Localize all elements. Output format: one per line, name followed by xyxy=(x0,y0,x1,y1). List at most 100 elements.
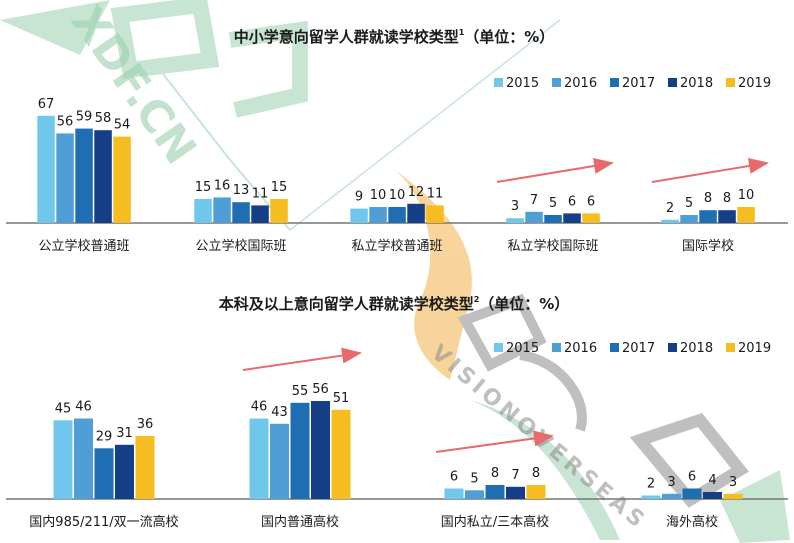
legend-primary-secondary: 2015 2016 2017 2018 2019 xyxy=(494,76,771,91)
bar-2015-cat-2 xyxy=(444,488,464,499)
bar-2015-cat-2 xyxy=(350,208,368,223)
xdf-logo-watermark xyxy=(0,0,561,231)
legend-swatch-2016 xyxy=(552,78,561,87)
category-label-0: 公立学校普通班 xyxy=(38,238,129,254)
data-label-2015-cat-4: 2 xyxy=(666,201,674,216)
chart-title-primary: 中小学意向留学人群就读学校类型1（单位：%） xyxy=(234,28,555,46)
data-label-2017-cat-4: 8 xyxy=(704,191,712,206)
legend-swatch-2017 xyxy=(610,343,619,352)
bar-2016-cat-0 xyxy=(56,133,74,223)
bar-2017-cat-3 xyxy=(682,488,702,499)
bar-2016-cat-0 xyxy=(74,418,93,499)
data-label-2017-cat-2: 10 xyxy=(389,188,406,203)
data-label-2017-cat-2: 8 xyxy=(491,466,499,481)
data-label-2015-cat-1: 15 xyxy=(195,180,212,195)
bar-2019-cat-1 xyxy=(270,199,288,223)
data-label-2016-cat-0: 56 xyxy=(57,114,74,129)
data-label-2015-cat-0: 67 xyxy=(38,97,55,112)
category-label-0: 国内985/211/双一流高校 xyxy=(29,514,178,530)
bar-2019-cat-4 xyxy=(737,207,755,223)
data-label-2018-cat-2: 7 xyxy=(511,468,519,483)
bar-2018-cat-0 xyxy=(115,444,134,500)
data-label-2016-cat-2: 5 xyxy=(470,471,478,486)
bar-2019-cat-1 xyxy=(331,409,351,500)
data-label-2018-cat-0: 31 xyxy=(116,426,133,441)
bar-2019-cat-2 xyxy=(426,205,444,223)
bar-2019-cat-0 xyxy=(135,436,155,499)
legend-swatch-2017 xyxy=(610,78,619,87)
trend-arrow-international-school xyxy=(651,158,769,183)
category-label-3: 海外高校 xyxy=(666,514,718,530)
bar-2015-cat-0 xyxy=(37,115,55,223)
bar-2016-cat-3 xyxy=(662,493,681,500)
bar-2019-cat-0 xyxy=(113,136,131,223)
data-label-2016-cat-1: 43 xyxy=(271,405,288,420)
legend-label-2018: 2018 xyxy=(680,341,713,356)
bar-2017-cat-0 xyxy=(75,128,93,223)
data-label-2019-cat-3: 3 xyxy=(729,475,737,490)
data-label-2018-cat-3: 4 xyxy=(708,473,716,488)
data-label-2015-cat-3: 3 xyxy=(511,199,519,214)
bar-2015-cat-0 xyxy=(53,420,73,500)
chart-university: 本科及以上意向留学人群就读学校类型2（单位：%） 2015 2016 2017 201… xyxy=(6,295,788,530)
bar-2019-cat-3 xyxy=(582,213,600,223)
data-label-2018-cat-3: 6 xyxy=(568,194,576,209)
trend-arrow-private-university xyxy=(435,430,554,453)
data-label-2015-cat-0: 45 xyxy=(55,401,72,416)
bar-2017-cat-1 xyxy=(232,202,250,223)
bar-2016-cat-1 xyxy=(213,197,231,223)
category-label-3: 私立学校国际班 xyxy=(507,238,598,254)
data-label-2018-cat-4: 8 xyxy=(723,191,731,206)
data-label-2019-cat-2: 8 xyxy=(532,466,540,481)
category-label-1: 国内普通高校 xyxy=(261,514,339,530)
data-label-2018-cat-1: 11 xyxy=(252,186,269,201)
bar-2017-cat-3 xyxy=(544,215,562,223)
data-label-2019-cat-1: 15 xyxy=(271,180,288,195)
category-labels-university: 国内985/211/双一流高校 国内普通高校 国内私立/三本高校 海外高校 xyxy=(29,514,718,530)
bar-2018-cat-4 xyxy=(718,210,736,223)
data-label-2017-cat-3: 6 xyxy=(688,470,696,485)
bar-2018-cat-1 xyxy=(311,401,330,499)
bar-2017-cat-4 xyxy=(699,210,717,223)
data-label-2016-cat-2: 10 xyxy=(370,188,387,203)
data-label-2016-cat-3: 3 xyxy=(667,475,675,490)
bar-2017-cat-2 xyxy=(388,207,406,223)
data-label-2017-cat-1: 13 xyxy=(233,183,250,198)
category-labels-primary-secondary: 公立学校普通班 公立学校国际班 私立学校普通班 私立学校国际班 国际学校 xyxy=(38,238,734,254)
legend-swatch-2018 xyxy=(668,343,677,352)
data-label-2016-cat-4: 5 xyxy=(685,196,693,211)
bar-2017-cat-1 xyxy=(290,402,310,500)
data-label-2019-cat-2: 11 xyxy=(427,186,444,201)
data-label-2019-cat-3: 6 xyxy=(587,194,595,209)
data-label-2016-cat-0: 46 xyxy=(75,400,92,415)
chart-title-university: 本科及以上意向留学人群就读学校类型2（单位：%） xyxy=(219,295,570,313)
bar-2015-cat-1 xyxy=(194,199,212,223)
legend-swatch-2019 xyxy=(726,343,735,352)
bar-2017-cat-0 xyxy=(94,448,114,500)
legend-swatch-2019 xyxy=(726,78,735,87)
data-label-2015-cat-2: 6 xyxy=(450,470,458,485)
legend-label-2017: 2017 xyxy=(622,341,655,356)
data-label-2015-cat-2: 9 xyxy=(355,190,363,205)
bar-2016-cat-4 xyxy=(680,215,698,223)
bar-2015-cat-4 xyxy=(661,219,679,223)
data-label-2017-cat-0: 59 xyxy=(76,110,93,125)
bar-2019-cat-2 xyxy=(526,485,546,499)
legend-swatch-2018 xyxy=(668,78,677,87)
legend-label-2019: 2019 xyxy=(738,76,771,91)
bar-2018-cat-3 xyxy=(563,213,581,223)
bar-2017-cat-2 xyxy=(485,485,505,499)
bar-2018-cat-3 xyxy=(703,492,722,499)
data-label-2017-cat-3: 5 xyxy=(549,196,557,211)
bar-2018-cat-2 xyxy=(506,486,525,500)
data-label-2016-cat-3: 7 xyxy=(530,193,538,208)
category-label-1: 公立学校国际班 xyxy=(195,238,286,254)
data-label-2019-cat-0: 36 xyxy=(137,417,154,432)
category-label-4: 国际学校 xyxy=(682,238,734,254)
legend-label-2016: 2016 xyxy=(564,76,597,91)
data-label-2015-cat-3: 2 xyxy=(647,477,655,492)
legend-label-2018: 2018 xyxy=(680,76,713,91)
trend-arrow-private-international xyxy=(496,158,614,183)
